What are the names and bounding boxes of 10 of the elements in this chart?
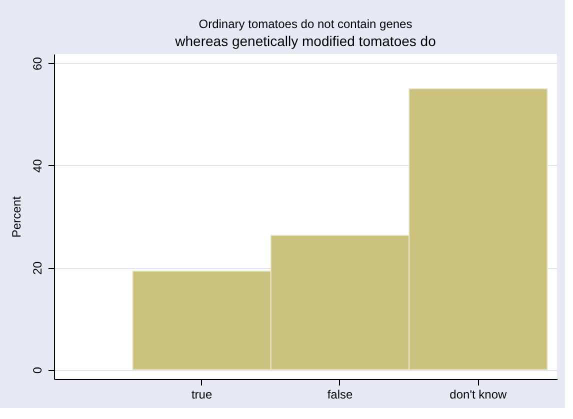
chart-subtitle: whereas genetically modified tomatoes do: [174, 33, 436, 49]
x-tick-label: don't know: [450, 388, 508, 402]
y-tick-label: 60: [30, 56, 44, 70]
y-tick-label: 40: [30, 158, 44, 173]
y-tick-label: 20: [30, 261, 44, 275]
y-tick-label: 0: [30, 366, 44, 374]
x-tick-label: true: [191, 388, 212, 402]
x-tick-label: false: [327, 388, 353, 402]
chart-title: Ordinary tomatoes do not contain genes: [198, 17, 412, 31]
y-axis-title: Percent: [10, 196, 24, 238]
